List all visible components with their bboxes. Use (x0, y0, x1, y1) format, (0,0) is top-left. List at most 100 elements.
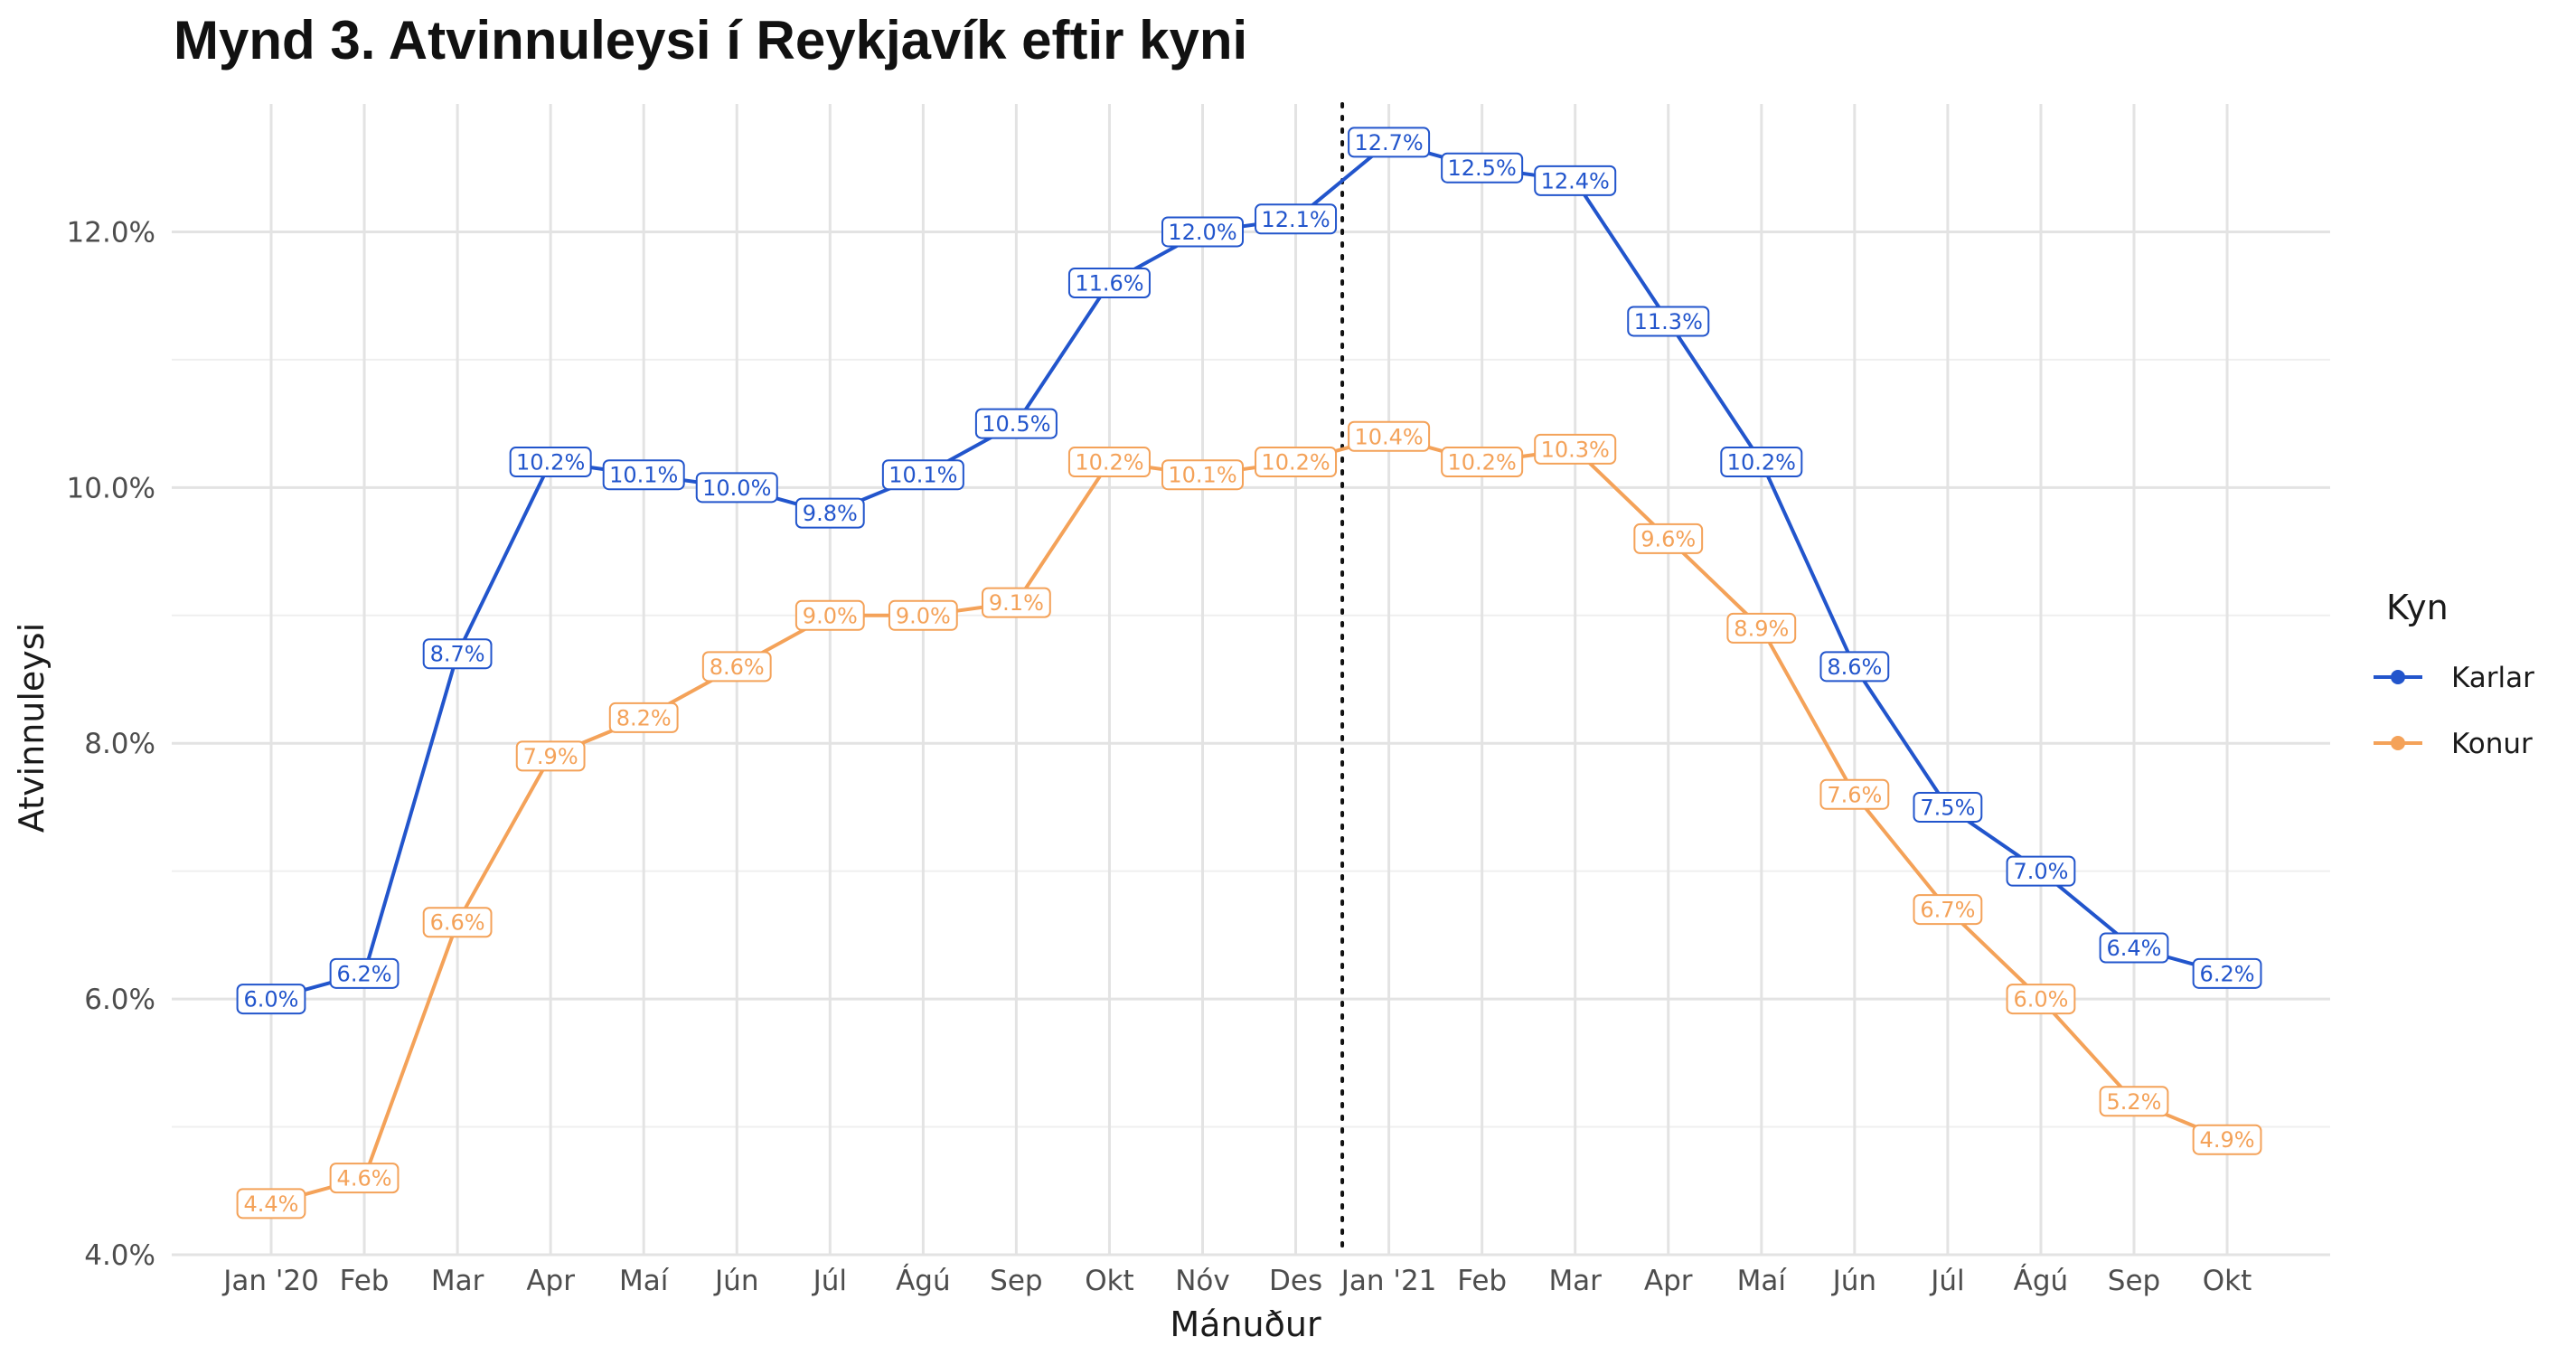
data-label-box (236, 1188, 306, 1219)
y-tick-label: 4.0% (84, 1239, 155, 1272)
x-tick-label: Apr (1644, 1265, 1693, 1297)
data-label: 9.6% (1633, 523, 1704, 554)
data-label: 10.2% (1067, 447, 1151, 478)
x-tick-label: Sep (2108, 1265, 2160, 1297)
data-label-box (888, 599, 958, 631)
data-label-box (2006, 984, 2076, 1015)
data-label: 9.0% (794, 599, 865, 631)
data-label-text: 9.0% (896, 603, 951, 628)
data-label: 12.7% (1348, 127, 1431, 158)
y-tick-label: 6.0% (84, 984, 155, 1016)
data-label-text: 6.7% (1920, 898, 1975, 923)
data-label-box (1726, 612, 1797, 644)
data-label-box (608, 702, 679, 733)
data-label: 12.4% (1534, 165, 1617, 196)
legend: Kyn Karlar Konur (2374, 588, 2534, 760)
data-label: 8.9% (1726, 612, 1797, 644)
data-label-text: 10.0% (702, 476, 771, 501)
x-tick-label: Júl (812, 1265, 847, 1297)
data-label-box (1819, 651, 1890, 683)
data-label-text: 6.4% (2107, 936, 2162, 961)
x-tick-label: Sep (990, 1265, 1042, 1297)
legend-title: Kyn (2386, 588, 2449, 627)
data-label: 8.2% (608, 702, 679, 733)
data-label-box (1441, 447, 1524, 478)
data-label-text: 12.0% (1168, 220, 1236, 245)
data-label-box (2192, 1124, 2262, 1155)
x-tick-label: Okt (2203, 1265, 2252, 1297)
data-label-text: 10.2% (1261, 450, 1330, 476)
data-label-text: 9.6% (1641, 526, 1696, 551)
data-label: 10.2% (1441, 447, 1524, 478)
data-label-box (1255, 203, 1338, 235)
data-label-box (1067, 268, 1151, 299)
data-label: 10.1% (881, 459, 964, 491)
data-label: 9.1% (982, 587, 1051, 618)
gridlines (172, 104, 2330, 1257)
data-label: 7.9% (515, 740, 586, 772)
data-label-text: 4.6% (337, 1166, 392, 1191)
x-tick-label: Maí (619, 1265, 670, 1297)
series-line-konur (270, 434, 2228, 1206)
data-label: 10.1% (1161, 459, 1244, 491)
data-label-text: 7.9% (523, 744, 578, 769)
x-axis: Jan '20 Feb Mar Apr Maí Jún Júl Ágú Sep Okt Nóv Des… (221, 1265, 2252, 1297)
series-line-karlar (270, 140, 2228, 1002)
data-label-box (1819, 778, 1890, 810)
y-axis-title: Atvinnuleysi (12, 623, 52, 833)
data-label-text: 10.5% (982, 411, 1050, 437)
data-label-box (701, 651, 772, 683)
data-label-text: 6.2% (2200, 961, 2255, 986)
data-label-layer: 6.0% 6.2% 8.7% 10.2% 10.1% 10.0% 9.8% 10.1% 10.5… (236, 127, 2262, 1219)
data-label-text: 10.2% (516, 450, 585, 476)
data-label-box (794, 599, 865, 631)
x-tick-label: Jan '20 (221, 1265, 319, 1297)
data-label-box (1913, 894, 1983, 926)
data-label: 10.1% (602, 459, 685, 491)
data-label-text: 10.1% (1168, 463, 1236, 488)
chart-title: Mynd 3. Atvinnuleysi í Reykjavík eftir k… (174, 10, 1248, 71)
y-axis: 4.0% 6.0% 8.0% 10.0% 12.0% (67, 216, 155, 1272)
y-tick-label: 10.0% (67, 472, 155, 504)
data-label-box (1633, 523, 1704, 554)
data-label-box (881, 459, 964, 491)
data-label-text: 10.2% (1075, 450, 1143, 476)
data-label-text: 9.8% (803, 501, 858, 526)
data-label: 11.6% (1067, 268, 1151, 299)
data-label: 5.2% (2099, 1086, 2169, 1117)
legend-key-dot (2391, 736, 2405, 750)
data-label-box (329, 1163, 400, 1194)
data-label-box (1913, 791, 1983, 823)
data-label-box (1627, 306, 1710, 337)
data-label: 10.2% (1720, 447, 1803, 478)
data-label: 7.0% (2006, 855, 2076, 887)
x-axis-title: Mánuður (1170, 1304, 1321, 1344)
data-label-text: 8.7% (430, 642, 485, 667)
data-label-box (1348, 127, 1431, 158)
data-label-text: 7.5% (1920, 795, 1975, 820)
data-label-text: 11.6% (1075, 271, 1143, 297)
data-label-box (2099, 932, 2169, 964)
data-label: 9.0% (888, 599, 958, 631)
data-label-box (1534, 433, 1617, 465)
data-label: 10.0% (695, 472, 778, 504)
data-label-text: 6.2% (337, 961, 392, 986)
data-label: 7.6% (1819, 778, 1890, 810)
data-label: 4.6% (329, 1163, 400, 1194)
data-label: 12.0% (1161, 216, 1244, 248)
data-label-text: 6.0% (2013, 987, 2068, 1012)
data-label-box (1441, 152, 1524, 184)
data-label-box (1255, 447, 1338, 478)
data-label-text: 12.7% (1354, 130, 1423, 155)
data-label-text: 10.2% (1727, 450, 1796, 476)
data-label: 8.7% (422, 638, 493, 670)
x-tick-label: Júl (1929, 1265, 1964, 1297)
data-label-text: 4.4% (244, 1191, 299, 1217)
data-label-box (695, 472, 778, 504)
y-tick-label: 8.0% (84, 728, 155, 760)
data-label: 6.2% (2192, 957, 2262, 989)
data-label-box (974, 408, 1058, 439)
data-label-box (1348, 420, 1431, 452)
data-label-text: 11.3% (1634, 309, 1703, 334)
